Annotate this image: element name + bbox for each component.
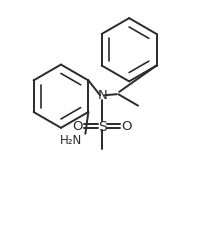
- Text: N: N: [98, 88, 107, 101]
- Text: H₂N: H₂N: [60, 133, 82, 146]
- Text: S: S: [98, 119, 107, 133]
- Text: O: O: [72, 120, 83, 133]
- Text: O: O: [121, 120, 131, 133]
